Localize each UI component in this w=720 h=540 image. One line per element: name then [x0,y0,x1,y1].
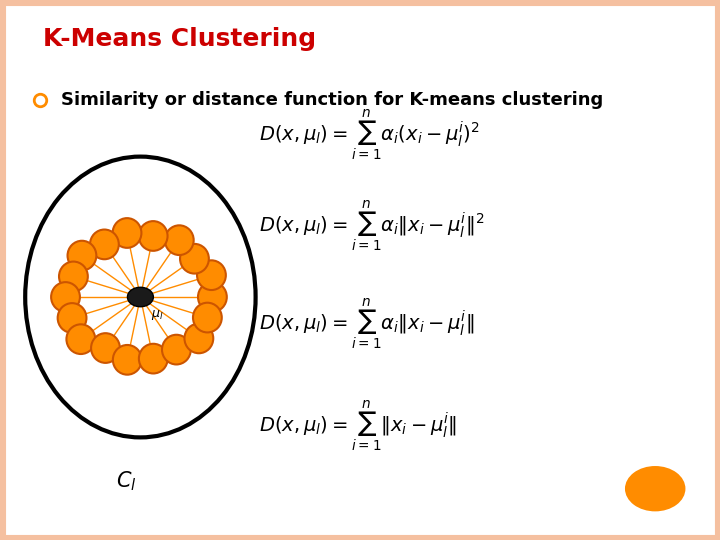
Ellipse shape [113,345,142,375]
Ellipse shape [51,282,80,312]
Ellipse shape [198,282,227,312]
Circle shape [127,287,153,307]
Ellipse shape [139,344,168,374]
Ellipse shape [180,244,209,274]
Text: K-Means Clustering: K-Means Clustering [43,27,316,51]
Text: Similarity or distance function for K-means clustering: Similarity or distance function for K-me… [61,91,603,109]
Text: $D(x, \mu_l) = \sum_{i=1}^{n} \| x_i - \mu_l^i \|$: $D(x, \mu_l) = \sum_{i=1}^{n} \| x_i - \… [259,399,457,454]
Ellipse shape [59,261,88,291]
Ellipse shape [90,230,119,259]
Ellipse shape [112,218,141,248]
Ellipse shape [58,303,86,333]
Ellipse shape [193,303,222,333]
Ellipse shape [91,333,120,363]
Text: $D(x, \mu_l) = \sum_{i=1}^{n} \alpha_i \| x_i - \mu_l^i \|$: $D(x, \mu_l) = \sum_{i=1}^{n} \alpha_i \… [259,296,474,352]
Ellipse shape [66,325,95,354]
Ellipse shape [68,241,96,271]
Ellipse shape [184,323,213,353]
Circle shape [625,466,685,511]
Ellipse shape [165,225,194,255]
Ellipse shape [162,335,191,365]
Text: $\mu_l$: $\mu_l$ [151,308,163,322]
Ellipse shape [197,260,226,290]
Ellipse shape [139,221,168,251]
Text: $C_l$: $C_l$ [116,470,136,494]
Text: $D(x, \mu_l) = \sum_{i=1}^{n} \alpha_i (x_i - \mu_l^i)^2$: $D(x, \mu_l) = \sum_{i=1}^{n} \alpha_i (… [259,107,480,163]
Text: $D(x, \mu_l) = \sum_{i=1}^{n} \alpha_i \| x_i - \mu_l^i \|^2$: $D(x, \mu_l) = \sum_{i=1}^{n} \alpha_i \… [259,199,485,254]
